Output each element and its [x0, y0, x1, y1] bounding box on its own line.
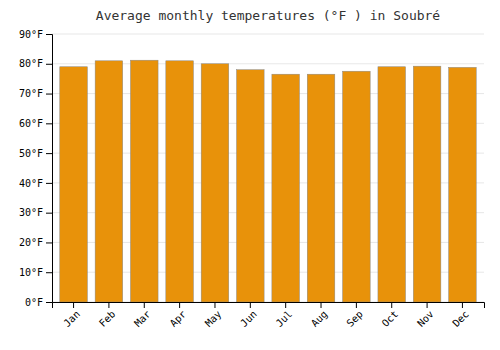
x-tick-mark — [462, 302, 463, 308]
x-tick: Dec — [450, 302, 471, 329]
x-tick: Jun — [238, 302, 259, 329]
x-tick: Apr — [168, 302, 189, 329]
x-tick-label: Aug — [309, 308, 330, 329]
x-tick-mark — [73, 302, 74, 308]
bar — [60, 67, 88, 302]
bar — [237, 70, 265, 302]
y-tick-label: 70°F — [19, 88, 43, 99]
y-tick: 50°F — [19, 148, 52, 159]
x-tick-mark — [250, 302, 251, 308]
x-tick-mark — [391, 302, 392, 308]
y-tick-label: 20°F — [19, 237, 43, 248]
x-axis-line — [53, 303, 485, 309]
x-tick: Nov — [415, 302, 436, 329]
y-tick: 80°F — [19, 58, 52, 69]
y-tick-mark — [46, 94, 52, 95]
x-tick: Aug — [309, 302, 330, 329]
y-tick: 90°F — [19, 29, 52, 40]
x-tick-label: Oct — [380, 308, 401, 329]
y-tick-mark — [46, 242, 52, 243]
y-tick: 20°F — [19, 237, 52, 248]
x-tick: Sep — [344, 302, 365, 329]
x-tick-label: Dec — [450, 308, 471, 329]
y-tick-mark — [46, 123, 52, 124]
y-tick: 0°F — [25, 297, 52, 308]
y-tick-mark — [46, 153, 52, 154]
y-tick-mark — [46, 302, 52, 303]
y-tick-label: 80°F — [19, 58, 43, 69]
bar — [95, 61, 123, 302]
y-tick: 30°F — [19, 207, 52, 218]
x-tick-label: Sep — [344, 308, 365, 329]
y-tick: 60°F — [19, 118, 52, 129]
y-tick-label: 0°F — [25, 297, 43, 308]
grid-line — [52, 34, 484, 35]
x-tick: Jul — [274, 302, 295, 329]
y-tick-mark — [46, 183, 52, 184]
x-tick-mark — [285, 302, 286, 308]
x-tick-mark — [144, 302, 145, 308]
y-axis: 0°F 10°F 20°F 30°F 40°F 50°F 60°F 70°F 80°F 90°F — [19, 29, 53, 308]
bar — [201, 64, 229, 302]
x-tick: Feb — [97, 302, 118, 329]
x-tick-mark — [321, 302, 322, 308]
bar — [272, 74, 300, 302]
bar — [413, 66, 441, 302]
x-tick-mark — [179, 302, 180, 308]
bar — [130, 60, 158, 302]
x-tick-mark — [214, 302, 215, 308]
y-tick-label: 40°F — [19, 178, 43, 189]
x-tick-label: Mar — [132, 308, 153, 329]
bar — [449, 67, 477, 302]
y-tick-mark — [46, 272, 52, 273]
x-tick: Mar — [132, 302, 153, 329]
bar — [378, 67, 406, 302]
y-axis-line — [46, 35, 53, 303]
y-tick-label: 90°F — [19, 29, 43, 40]
x-tick-label: Feb — [97, 308, 118, 329]
x-tick-label: Jan — [61, 308, 82, 329]
grid — [52, 34, 484, 302]
x-tick-label: Jul — [274, 308, 295, 329]
x-tick-label: Apr — [168, 308, 189, 329]
bars — [60, 60, 476, 302]
x-tick-label: Jun — [238, 308, 259, 329]
y-tick-label: 60°F — [19, 118, 43, 129]
x-tick-mark — [108, 302, 109, 308]
y-tick-label: 10°F — [19, 267, 43, 278]
y-tick-mark — [46, 64, 52, 65]
y-tick-label: 30°F — [19, 207, 43, 218]
x-tick-label: Nov — [415, 308, 436, 329]
bar — [307, 74, 335, 302]
bar — [343, 71, 371, 302]
x-tick: Oct — [380, 302, 401, 329]
chart: 0°F 10°F 20°F 30°F 40°F 50°F 60°F 70°F 80°F 90°F J… — [0, 0, 500, 350]
y-tick-mark — [46, 213, 52, 214]
x-tick: May — [203, 302, 224, 329]
x-axis: Jan Feb Mar Apr May Jun Jul Aug Sep Oct Nov Dec — [53, 302, 485, 329]
y-tick-mark — [46, 34, 52, 35]
x-tick-mark — [356, 302, 357, 308]
title: Average monthly temperatures (°F ) in So… — [96, 8, 441, 23]
y-tick: 10°F — [19, 267, 52, 278]
bar — [166, 61, 194, 302]
x-tick-mark — [427, 302, 428, 308]
x-tick: Jan — [61, 302, 82, 329]
plot-area: 0°F 10°F 20°F 30°F 40°F 50°F 60°F 70°F 80°F 90°F J… — [19, 29, 485, 329]
y-tick: 70°F — [19, 88, 52, 99]
y-tick: 40°F — [19, 178, 52, 189]
y-tick-label: 50°F — [19, 148, 43, 159]
x-tick-label: May — [203, 308, 224, 329]
